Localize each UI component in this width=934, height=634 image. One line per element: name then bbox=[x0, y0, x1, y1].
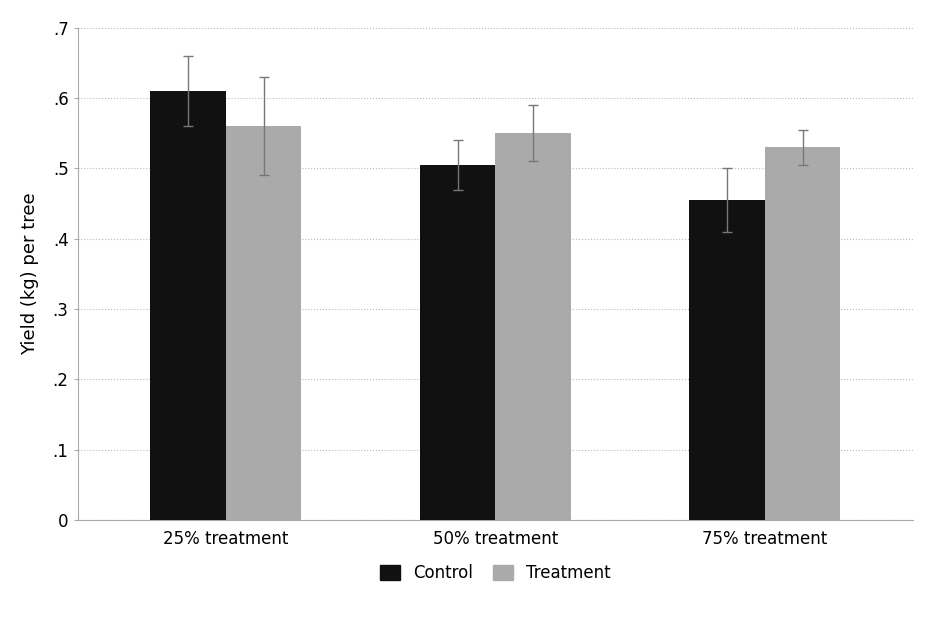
Y-axis label: Yield (kg) per tree: Yield (kg) per tree bbox=[21, 193, 39, 355]
Bar bbox=[420, 165, 495, 520]
Bar bbox=[150, 91, 226, 520]
Legend: Control, Treatment: Control, Treatment bbox=[372, 555, 619, 590]
Bar bbox=[226, 126, 302, 520]
Bar bbox=[765, 147, 841, 520]
Bar bbox=[495, 133, 571, 520]
Bar bbox=[689, 200, 765, 520]
